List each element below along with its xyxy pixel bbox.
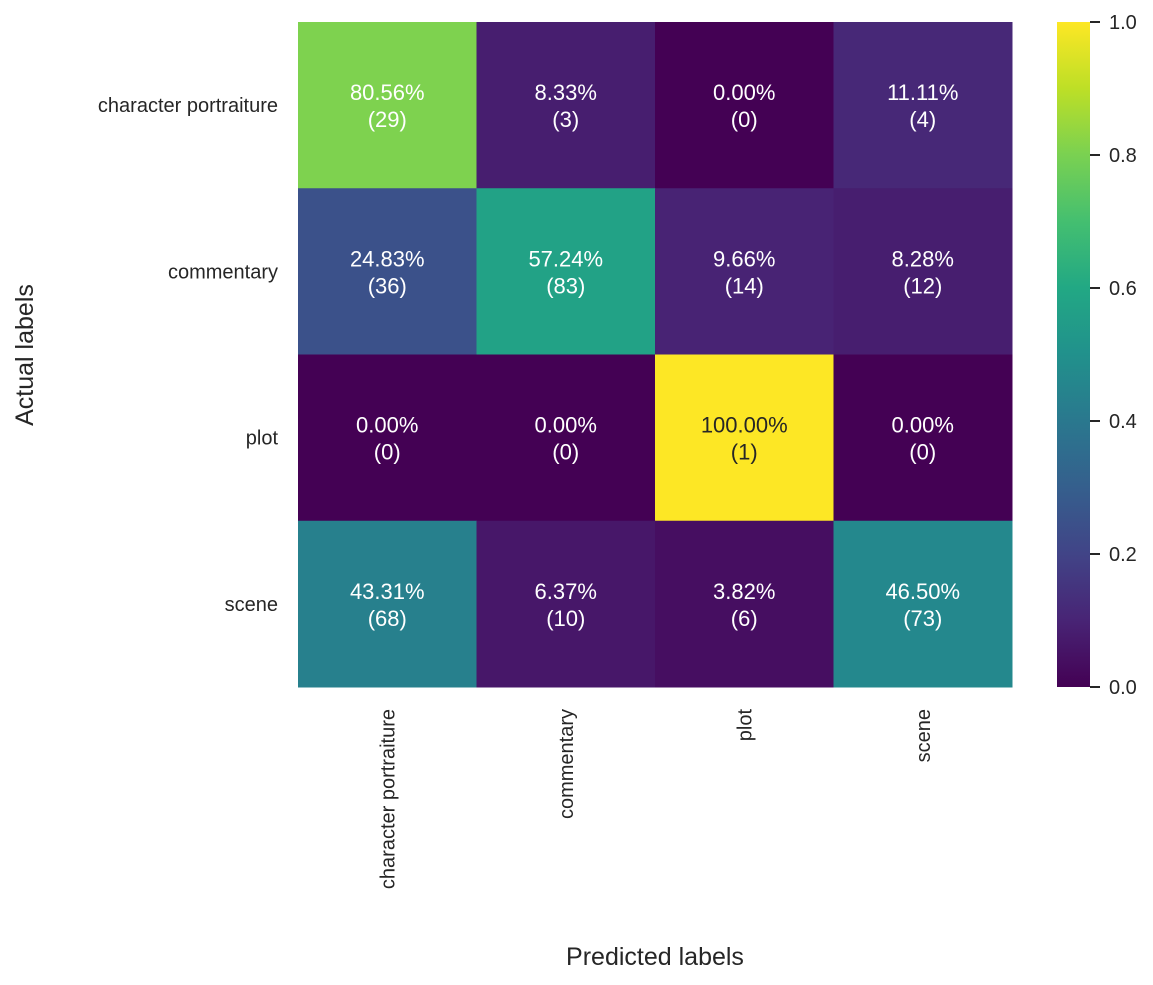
heatmap-cell xyxy=(833,188,1013,355)
colorbar-gradient xyxy=(1057,22,1090,687)
x-tick-label: commentary xyxy=(556,709,578,819)
heatmap-cell xyxy=(476,188,656,355)
heatmap-cells xyxy=(298,22,1013,688)
cell-label: 0.00% (0) xyxy=(892,413,954,465)
cell-label: 11.11% (4) xyxy=(887,80,958,132)
x-tick-label: character portraiture xyxy=(377,709,399,889)
heatmap-cell xyxy=(298,188,477,355)
y-tick-label: scene xyxy=(225,594,278,616)
heatmap-cell xyxy=(833,354,1013,522)
cell-label: 8.33% (3) xyxy=(535,80,597,132)
cell-label: 8.28% (12) xyxy=(892,246,954,298)
heatmap-cell xyxy=(476,354,656,522)
y-axis-title: Actual labels xyxy=(11,284,39,426)
heatmap-cell xyxy=(476,22,656,189)
x-axis-title: Predicted labels xyxy=(566,943,744,971)
cell-label: 43.31% (68) xyxy=(350,579,425,631)
x-tick-label: plot xyxy=(734,709,756,742)
cell-label: 6.37% (10) xyxy=(535,579,597,631)
cell-label: 80.56% (29) xyxy=(350,80,425,132)
heatmap-cell xyxy=(655,188,834,355)
heatmap-cell xyxy=(655,354,834,522)
colorbar-tick-label: 0.6 xyxy=(1109,278,1137,300)
heatmap-cell xyxy=(476,520,656,688)
y-tick-label: plot xyxy=(246,428,279,450)
cell-label: 24.83% (36) xyxy=(350,246,425,298)
colorbar: 0.0 0.2 0.4 0.6 0.8 1.0 xyxy=(1057,12,1137,699)
heatmap-cell xyxy=(833,520,1013,688)
cell-label: 0.00% (0) xyxy=(535,413,597,465)
heatmap-cell xyxy=(655,22,834,189)
x-axis-ticks: character portraiture commentary plot scene xyxy=(377,709,935,890)
heatmap-cell-labels: 80.56% (29) 8.33% (3) 0.00% (0) 11.11% (4) 24.83… xyxy=(350,80,960,631)
cell-label: 57.24% (83) xyxy=(528,246,603,298)
cell-label: 9.66% (14) xyxy=(713,246,775,298)
cell-label: 0.00% (0) xyxy=(713,80,775,132)
y-axis-ticks: character portraiture commentary plot scene xyxy=(98,95,279,616)
y-tick-label: commentary xyxy=(168,261,278,283)
x-tick-label: scene xyxy=(913,709,935,762)
colorbar-tick-label: 1.0 xyxy=(1109,12,1137,34)
y-tick-label: character portraiture xyxy=(98,95,278,117)
cell-label: 0.00% (0) xyxy=(356,413,418,465)
heatmap-cell xyxy=(298,22,477,189)
colorbar-tick-label: 0.2 xyxy=(1109,544,1137,566)
colorbar-tick-label: 0.4 xyxy=(1109,411,1137,433)
heatmap-cell xyxy=(833,22,1013,189)
cell-label: 3.82% (6) xyxy=(713,579,775,631)
cell-label: 100.00% (1) xyxy=(701,413,788,465)
heatmap-cell xyxy=(655,520,834,688)
heatmap-cell xyxy=(298,354,477,522)
colorbar-tick-label: 0.8 xyxy=(1109,145,1137,167)
cell-label: 46.50% (73) xyxy=(885,579,960,631)
colorbar-tick-label: 0.0 xyxy=(1109,677,1137,699)
heatmap-cell xyxy=(298,520,477,688)
